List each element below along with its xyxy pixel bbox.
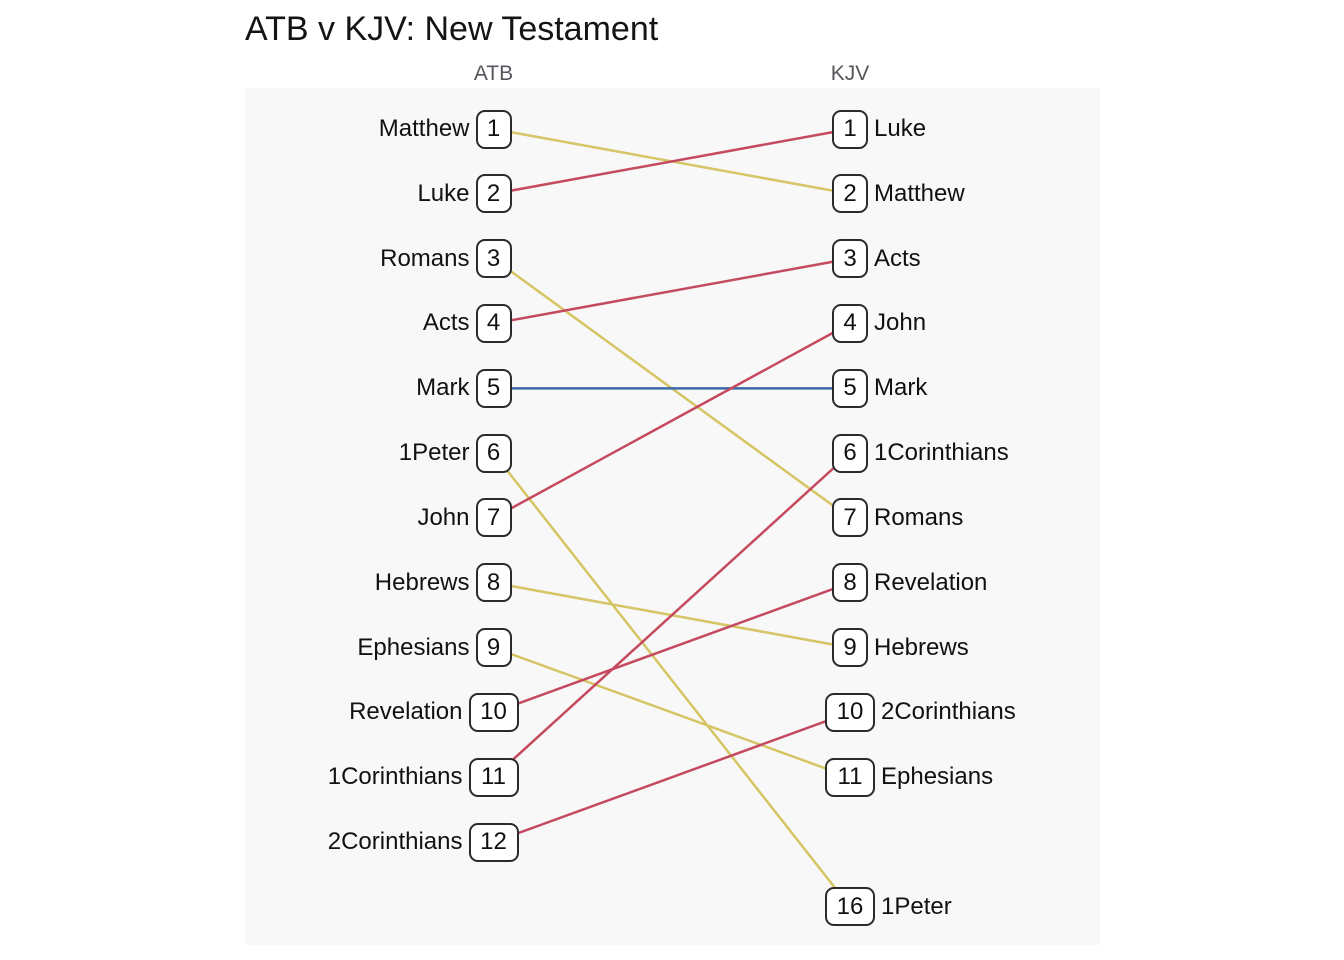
kjv-rank-box-9: 9 — [832, 628, 868, 668]
slope-line-revelation — [493, 581, 851, 714]
atb-book-label-romans: Romans — [380, 244, 470, 272]
atb-book-label-mark: Mark — [416, 374, 470, 402]
plot-panel — [245, 88, 1100, 945]
atb-rank-box-1: 1 — [475, 109, 512, 149]
atb-rank-box-5: 5 — [475, 368, 512, 408]
kjv-book-label-ephesians: Ephesians — [881, 763, 994, 791]
atb-book-label-john: John — [417, 503, 470, 531]
atb-book-label-1peter: 1Peter — [398, 439, 470, 467]
atb-book-label-1corinthians: 1Corinthians — [327, 763, 463, 791]
kjv-book-label-mark: Mark — [874, 374, 928, 402]
atb-rank-box-3: 3 — [475, 239, 512, 279]
slope-line-2corinthians — [493, 711, 851, 844]
atb-rank-box-6: 6 — [475, 433, 512, 473]
slope-line-luke — [493, 127, 851, 196]
atb-rank-box-10: 10 — [468, 692, 519, 732]
slope-line-john — [492, 322, 851, 520]
kjv-rank-box-7: 7 — [832, 498, 868, 538]
atb-rank-box-8: 8 — [475, 563, 512, 603]
kjv-book-label-romans: Romans — [874, 503, 964, 531]
atb-book-label-revelation: Revelation — [349, 698, 463, 726]
kjv-book-label-luke: Luke — [874, 115, 927, 142]
kjv-book-label-acts: Acts — [874, 244, 921, 272]
chart-title: ATB v KJV: New Testament — [245, 10, 659, 48]
kjv-rank-box-1: 1 — [832, 109, 868, 149]
atb-rank-box-9: 9 — [475, 628, 512, 668]
atb-book-label-matthew: Matthew — [378, 115, 470, 142]
atb-book-label-hebrews: Hebrews — [374, 568, 470, 596]
kjv-rank-box-8: 8 — [832, 563, 868, 603]
kjv-rank-box-5: 5 — [832, 368, 868, 408]
slope-line-1peter — [492, 452, 851, 908]
kjv-rank-box-6: 6 — [832, 433, 868, 473]
kjv-rank-box-3: 3 — [832, 239, 868, 279]
kjv-book-label-john: John — [874, 309, 927, 337]
kjv-book-label-revelation: Revelation — [874, 568, 988, 596]
atb-book-label-acts: Acts — [422, 309, 470, 337]
atb-book-label-2corinthians: 2Corinthians — [327, 828, 463, 856]
kjv-book-label-hebrews: Hebrews — [874, 633, 969, 661]
kjv-book-label-1peter: 1Peter — [881, 892, 952, 920]
atb-book-label-ephesians: Ephesians — [357, 633, 470, 661]
kjv-rank-box-16: 16 — [825, 887, 875, 927]
atb-rank-box-11: 11 — [468, 757, 519, 797]
atb-book-label-luke: Luke — [417, 179, 470, 207]
atb-rank-box-7: 7 — [475, 498, 512, 538]
slope-line-acts — [493, 257, 851, 325]
kjv-book-label-matthew: Matthew — [874, 179, 965, 207]
kjv-book-label-1corinthians: 1Corinthians — [874, 439, 1009, 467]
kjv-book-label-2corinthians: 2Corinthians — [881, 698, 1016, 726]
atb-rank-box-2: 2 — [475, 174, 512, 214]
kjv-rank-box-4: 4 — [832, 303, 868, 343]
kjv-rank-box-11: 11 — [825, 757, 875, 797]
slope-line-ephesians — [493, 646, 851, 779]
atb-rank-box-4: 4 — [475, 303, 512, 343]
right-column-header: KJV — [830, 62, 870, 85]
kjv-rank-box-2: 2 — [832, 174, 868, 214]
atb-rank-box-12: 12 — [468, 822, 519, 862]
left-column-header: ATB — [473, 62, 514, 85]
kjv-rank-box-10: 10 — [825, 692, 875, 732]
slope-line-1corinthians — [492, 452, 851, 779]
